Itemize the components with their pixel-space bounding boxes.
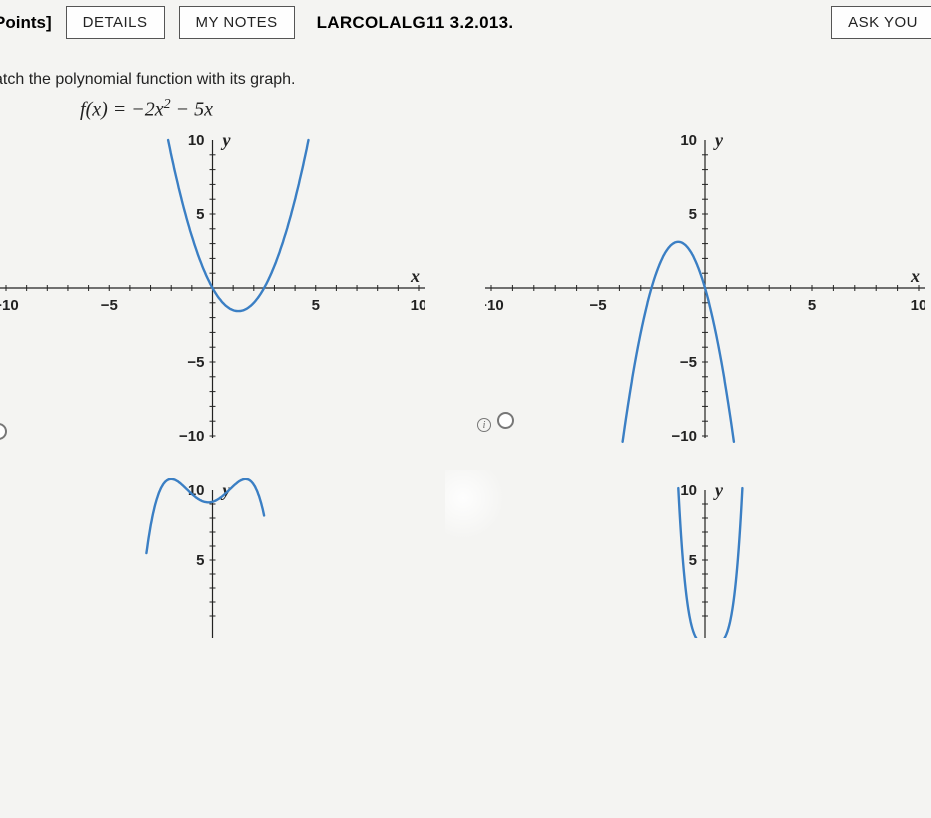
svg-text:10: 10	[680, 132, 697, 149]
svg-text:−10: −10	[672, 428, 697, 445]
details-button[interactable]: DETAILS	[66, 6, 165, 39]
ask-your-teacher-button[interactable]: ASK YOU	[831, 6, 931, 39]
assignment-id: LARCOLALG11 3.2.013.	[317, 13, 514, 33]
svg-text:−10: −10	[0, 297, 19, 314]
graph-b-svg: y x −10 −5 5 10 −10 −5 5 10	[485, 128, 925, 448]
svg-text:5: 5	[808, 297, 816, 314]
question-prompt: atch the polynomial function with its gr…	[0, 71, 931, 89]
svg-text:y: y	[221, 130, 232, 150]
svg-text:5: 5	[196, 206, 204, 223]
svg-text:10: 10	[411, 297, 425, 314]
graph-option-a[interactable]: y x −10 −5 5 10 −10 −5 5 10	[0, 128, 425, 448]
svg-text:−10: −10	[179, 428, 204, 445]
svg-text:−5: −5	[101, 297, 118, 314]
graph-c-svg: y510	[0, 478, 425, 638]
svg-text:−10: −10	[485, 297, 504, 314]
svg-text:5: 5	[312, 297, 320, 314]
svg-text:10: 10	[911, 297, 925, 314]
graph-d-svg: y 5 10	[485, 478, 925, 638]
graph-option-b[interactable]: yx−10−5510−10−5510 i	[485, 128, 925, 448]
radio-option-b[interactable]	[497, 412, 514, 429]
graph-option-c[interactable]: y510	[0, 478, 425, 638]
graph-option-d[interactable]: y 5 10	[485, 478, 925, 638]
svg-text:5: 5	[689, 206, 697, 223]
function-formula: f(x) = −2x2 − 5x	[80, 97, 931, 122]
graph-a-svg: y x −10 −5 5 10 −10 −5 5 10	[0, 128, 425, 448]
svg-text:5: 5	[196, 552, 204, 569]
svg-text:10: 10	[188, 132, 205, 149]
my-notes-button[interactable]: MY NOTES	[179, 6, 295, 39]
svg-text:−5: −5	[187, 354, 204, 371]
svg-text:5: 5	[689, 552, 697, 569]
svg-text:y: y	[713, 130, 724, 150]
svg-text:10: 10	[680, 482, 697, 499]
svg-text:x: x	[910, 266, 920, 286]
info-icon[interactable]: i	[477, 418, 491, 432]
points-label: Points]	[0, 13, 52, 33]
svg-text:−5: −5	[589, 297, 606, 314]
svg-text:x: x	[410, 266, 420, 286]
svg-text:−5: −5	[680, 354, 697, 371]
svg-text:y: y	[713, 480, 724, 500]
